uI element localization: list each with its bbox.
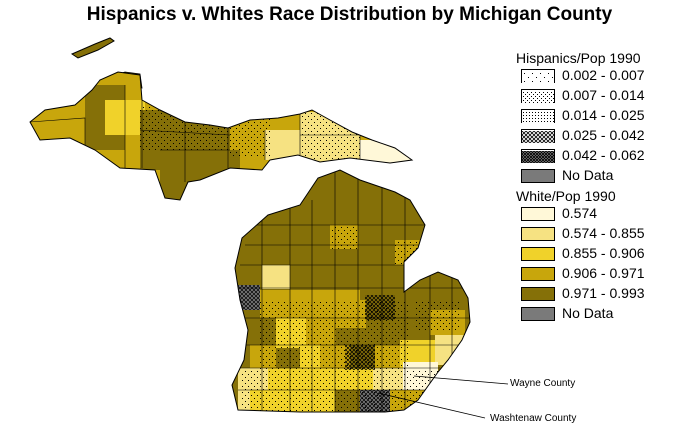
legend-item: No Data [516, 304, 616, 324]
swatch-cross-dark [521, 149, 555, 163]
swatch-white-1 [521, 227, 555, 241]
swatch-no-data [521, 169, 555, 183]
legend-label: 0.906 - 0.971 [562, 265, 645, 281]
legend-label: 0.855 - 0.906 [562, 245, 645, 261]
legend-label: 0.025 - 0.042 [562, 127, 645, 143]
callout-wayne-county: Wayne County [510, 378, 576, 389]
swatch-white-4 [521, 287, 555, 301]
swatch-white-2 [521, 247, 555, 261]
legend-item: 0.002 - 0.007 [516, 66, 645, 86]
swatch-white-5 [521, 307, 555, 321]
legend-item: 0.906 - 0.971 [516, 264, 645, 284]
legend-label: No Data [562, 167, 614, 183]
isle-royale [70, 37, 115, 59]
swatch-white-0 [521, 207, 555, 221]
legend-hispanic: Hispanics/Pop 1990 0.002 - 0.007 0.007 -… [516, 50, 645, 186]
legend-white: White/Pop 1990 0.574 0.574 - 0.855 0.855… [516, 188, 645, 324]
legend-item: 0.971 - 0.993 [516, 284, 645, 304]
legend-label: No Data [562, 305, 614, 321]
legend-white-title: White/Pop 1990 [516, 188, 616, 204]
legend-item: 0.855 - 0.906 [516, 244, 645, 264]
swatch-sparse [521, 69, 555, 83]
lower-peninsula [232, 170, 470, 412]
legend-label: 0.574 - 0.855 [562, 225, 645, 241]
legend-item: 0.574 [516, 204, 616, 224]
legend-item: 0.042 - 0.062 [516, 146, 645, 166]
legend-label: 0.574 [562, 205, 598, 221]
swatch-dense [521, 109, 555, 123]
legend-label: 0.007 - 0.014 [562, 87, 645, 103]
legend-item: No Data [516, 166, 641, 186]
swatch-white-3 [521, 267, 555, 281]
legend-item: 0.025 - 0.042 [516, 126, 645, 146]
legend-item: 0.574 - 0.855 [516, 224, 645, 244]
legend-item: 0.014 - 0.025 [516, 106, 645, 126]
legend-hispanic-title: Hispanics/Pop 1990 [516, 50, 641, 66]
swatch-medium [521, 89, 555, 103]
legend-label: 0.042 - 0.062 [562, 147, 645, 163]
legend-label: 0.971 - 0.993 [562, 285, 645, 301]
legend-label: 0.014 - 0.025 [562, 107, 645, 123]
legend-item: 0.007 - 0.014 [516, 86, 645, 106]
legend-label: 0.002 - 0.007 [562, 67, 645, 83]
swatch-cross [521, 129, 555, 143]
callout-washtenaw-county: Washtenaw County [490, 413, 577, 424]
map-title: Hispanics v. Whites Race Distribution by… [86, 4, 613, 25]
